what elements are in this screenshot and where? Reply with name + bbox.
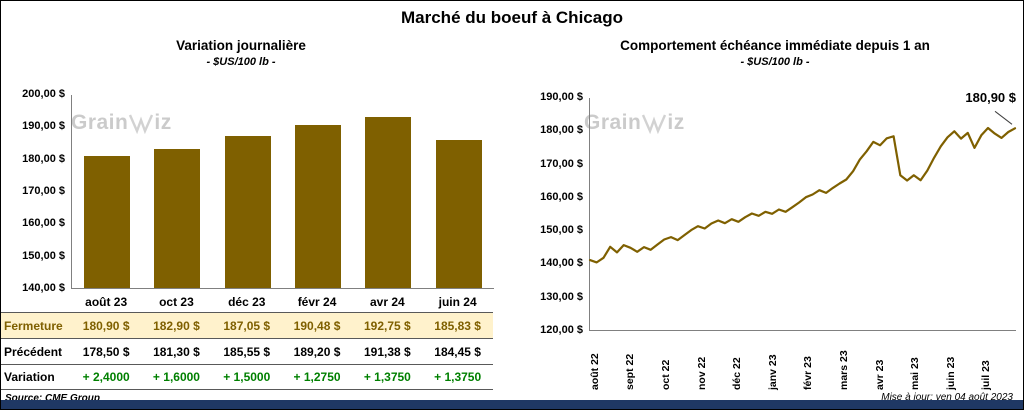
category-label: févr 24	[297, 294, 337, 309]
y-axis-label: 140,00 $	[540, 257, 583, 270]
y-axis-label: 180,00 $	[540, 124, 583, 137]
line-series	[588, 126, 1017, 264]
table-value: 178,50 $	[71, 338, 142, 364]
bar-chart-plot	[71, 95, 494, 289]
line-chart-subtitle: - $US/100 lb -	[740, 56, 810, 68]
bar-chart-title: Variation journalière	[176, 38, 306, 53]
table-corner	[1, 291, 71, 312]
y-axis-label: 200,00 $	[22, 88, 65, 100]
bar	[84, 155, 130, 288]
y-axis-label: 150,00 $	[22, 249, 65, 262]
source-note: Source: CME Group	[5, 393, 101, 404]
bar-chart-y-axis: 200,00 $ 190,00 $ 180,00 $ 170,00 $ 160,00 $…	[3, 88, 65, 294]
x-axis-label: déc 22	[731, 357, 744, 390]
x-axis-label: juin 23	[944, 356, 957, 390]
y-axis-label: 120,00 $	[540, 324, 583, 336]
table-value: + 1,2750	[281, 364, 353, 390]
x-axis-label: oct 22	[660, 359, 672, 390]
x-axis-label: juil 23	[980, 360, 993, 390]
x-axis-label: sept 22	[624, 353, 637, 390]
table-value: + 1,3750	[422, 364, 493, 390]
y-axis-label: 160,00 $	[22, 217, 65, 230]
y-axis-label: 190,00 $	[540, 91, 583, 103]
table-value: 181,30 $	[141, 338, 212, 364]
x-axis-label: août 22	[588, 353, 601, 390]
x-axis-label: févr 23	[802, 356, 815, 390]
table-value: 192,75 $	[352, 312, 423, 338]
bar-chart-subtitle: - $US/100 lb -	[206, 56, 276, 68]
table-value: 189,20 $	[281, 338, 353, 364]
y-axis-label: 130,00 $	[540, 290, 583, 303]
row-label: Variation	[1, 364, 71, 390]
line-chart-x-axis: août 22 sept 22 oct 22 nov 22 déc 22 janv 23 f…	[589, 331, 1016, 393]
row-label: Fermeture	[1, 312, 71, 338]
price-table: août 23 oct 23 déc 23 févr 24 avr 24 juin 24 F…	[1, 291, 493, 390]
table-value: 182,90 $	[141, 312, 212, 338]
table-value: 185,55 $	[211, 338, 282, 364]
table-value: 191,38 $	[352, 338, 423, 364]
watermark-text-suffix: iz	[154, 111, 172, 134]
table-value: 184,45 $	[422, 338, 493, 364]
category-label: juin 24	[438, 294, 477, 309]
x-axis-label: avr 23	[873, 359, 886, 390]
y-axis-label: 170,00 $	[540, 157, 583, 170]
table-value: 187,05 $	[211, 312, 282, 338]
table-value: + 1,3750	[352, 364, 423, 390]
line-chart-svg	[588, 110, 1017, 264]
line-chart-y-axis: 190,00 $ 180,00 $ 170,00 $ 160,00 $ 150,00 $…	[517, 91, 583, 336]
watermark-text-prefix: Grain	[71, 111, 129, 134]
table-value: 190,48 $	[281, 312, 353, 338]
y-axis-label: 140,00 $	[22, 282, 65, 294]
category-label: oct 23	[159, 294, 194, 309]
grainwiz-watermark: Grain iz	[71, 111, 172, 135]
table-value: + 1,5000	[211, 364, 282, 390]
x-axis-label: mai 23	[909, 357, 921, 390]
table-value: 185,83 $	[422, 312, 493, 338]
bar	[154, 149, 201, 288]
last-price-annotation: 180,90 $	[965, 90, 1016, 105]
x-axis-label: mars 23	[837, 350, 850, 390]
category-label: déc 23	[228, 294, 266, 309]
footer-band	[1, 400, 1023, 409]
line-chart-plot	[588, 98, 1017, 331]
x-axis-label: janv 23	[766, 354, 779, 390]
watermark-text-prefix: Grain	[584, 111, 642, 134]
bar	[435, 139, 482, 288]
bar	[294, 124, 341, 288]
line-chart-title: Comportement échéance immédiate depuis 1…	[620, 38, 930, 53]
category-label: avr 24	[369, 294, 405, 309]
y-axis-label: 160,00 $	[540, 190, 583, 203]
annotation-leader	[994, 110, 1013, 125]
row-label: Précédent	[1, 338, 71, 364]
grainwiz-watermark: Grain iz	[584, 111, 685, 135]
bar	[365, 117, 412, 288]
table-value: 180,90 $	[71, 312, 142, 338]
bar	[224, 135, 271, 288]
y-axis-label: 150,00 $	[540, 224, 583, 237]
table-value: + 1,6000	[141, 364, 212, 390]
y-axis-label: 190,00 $	[22, 120, 65, 133]
x-axis-label: nov 22	[695, 356, 708, 390]
table-value: + 2,4000	[71, 364, 142, 390]
page-title: Marché du boeuf à Chicago	[401, 8, 623, 27]
zigzag-w-icon	[128, 112, 154, 134]
zigzag-w-icon	[641, 112, 667, 134]
watermark-text-suffix: iz	[667, 111, 685, 134]
category-label: août 23	[85, 294, 128, 309]
updated-note: Mise à jour: ven 04 août 2023	[881, 392, 1013, 403]
y-axis-label: 180,00 $	[22, 152, 65, 165]
y-axis-label: 170,00 $	[22, 185, 65, 197]
